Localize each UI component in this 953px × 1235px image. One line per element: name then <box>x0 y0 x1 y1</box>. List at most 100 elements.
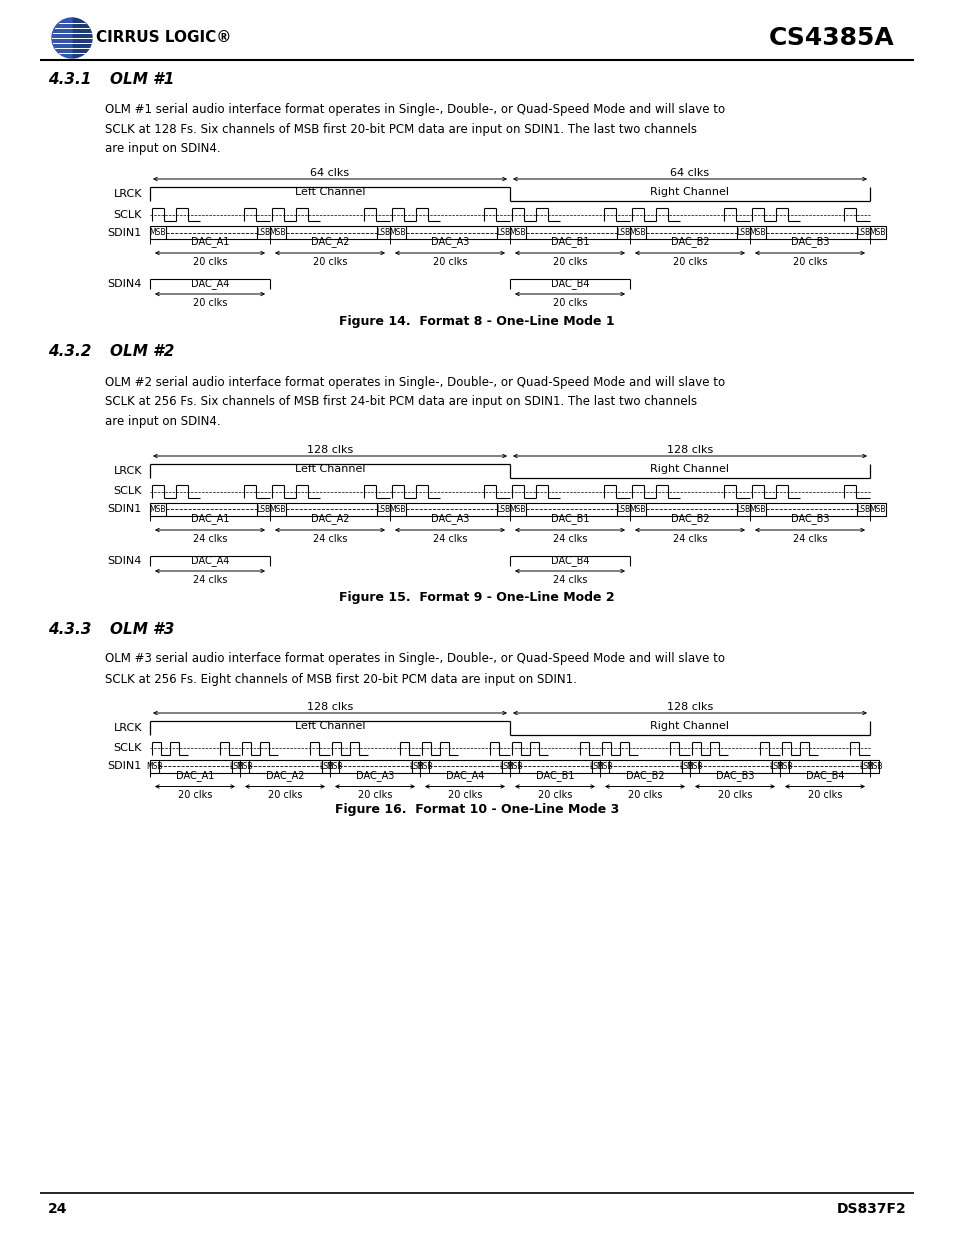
Text: DAC_A3: DAC_A3 <box>431 236 469 247</box>
Text: LSB: LSB <box>256 505 271 514</box>
Text: 24 clks: 24 clks <box>672 534 706 543</box>
Text: LRCK: LRCK <box>113 189 142 199</box>
Text: DAC_A1: DAC_A1 <box>191 513 229 524</box>
Bar <box>681 760 689 773</box>
Text: SCLK: SCLK <box>113 487 142 496</box>
Text: LSB: LSB <box>616 505 630 514</box>
Text: MSB: MSB <box>629 505 645 514</box>
Bar <box>617 503 629 516</box>
Text: 128 clks: 128 clks <box>666 445 713 454</box>
Text: 4.3.1: 4.3.1 <box>48 72 91 86</box>
Text: are input on SDIN4.: are input on SDIN4. <box>105 415 220 429</box>
Text: 20 clks: 20 clks <box>313 257 347 267</box>
Bar <box>232 760 240 773</box>
Text: Left Channel: Left Channel <box>294 186 365 196</box>
Text: 20 clks: 20 clks <box>807 790 841 800</box>
Text: LSB: LSB <box>409 762 422 771</box>
Text: 24 clks: 24 clks <box>433 534 467 543</box>
Bar <box>412 760 419 773</box>
Text: SCLK at 128 Fs. Six channels of MSB first 20-bit PCM data are input on SDIN1. Th: SCLK at 128 Fs. Six channels of MSB firs… <box>105 122 697 136</box>
Text: SDIN1: SDIN1 <box>108 505 142 515</box>
Text: MSB: MSB <box>596 762 612 771</box>
Bar <box>510 503 525 516</box>
Bar <box>270 226 285 240</box>
Text: MSB: MSB <box>749 228 765 237</box>
Text: OLM #2: OLM #2 <box>110 345 174 359</box>
Text: LSB: LSB <box>318 762 333 771</box>
Text: DAC_A2: DAC_A2 <box>311 236 349 247</box>
Text: DAC_A1: DAC_A1 <box>191 236 229 247</box>
Text: LSB: LSB <box>256 228 271 237</box>
Text: OLM #3: OLM #3 <box>110 621 174 636</box>
Text: LSB: LSB <box>496 228 510 237</box>
Bar <box>629 226 645 240</box>
Text: OLM #3 serial audio interface format operates in Single-, Double-, or Quad-Speed: OLM #3 serial audio interface format ope… <box>105 652 724 666</box>
Bar <box>617 226 629 240</box>
Text: 24 clks: 24 clks <box>552 534 587 543</box>
Text: DAC_A4: DAC_A4 <box>191 279 229 289</box>
Bar <box>376 226 390 240</box>
Text: 128 clks: 128 clks <box>307 701 353 713</box>
Text: 24 clks: 24 clks <box>552 576 587 585</box>
Text: DAC_B4: DAC_B4 <box>550 556 589 567</box>
Text: 20 clks: 20 clks <box>672 257 706 267</box>
Text: MSB: MSB <box>749 505 765 514</box>
Text: LSB: LSB <box>498 762 513 771</box>
Text: 24 clks: 24 clks <box>792 534 826 543</box>
Text: MSB: MSB <box>506 762 522 771</box>
Text: LSB: LSB <box>768 762 782 771</box>
Text: MSB: MSB <box>685 762 702 771</box>
Text: MSB: MSB <box>270 228 286 237</box>
Bar <box>861 760 869 773</box>
Text: 4.3.3: 4.3.3 <box>48 621 91 636</box>
Text: 24: 24 <box>48 1202 68 1216</box>
Bar <box>497 226 510 240</box>
Text: CIRRUS LOGIC®: CIRRUS LOGIC® <box>96 31 232 46</box>
Bar <box>330 760 338 773</box>
Text: 20 clks: 20 clks <box>792 257 826 267</box>
Text: LSB: LSB <box>375 505 390 514</box>
Bar <box>749 503 765 516</box>
Text: MSB: MSB <box>150 228 166 237</box>
Text: Left Channel: Left Channel <box>294 464 365 474</box>
Text: Figure 14.  Format 8 - One-Line Mode 1: Figure 14. Format 8 - One-Line Mode 1 <box>339 315 614 327</box>
Bar <box>150 503 166 516</box>
Text: 24 clks: 24 clks <box>313 534 347 543</box>
Text: DAC_A2: DAC_A2 <box>311 513 349 524</box>
Text: MSB: MSB <box>326 762 342 771</box>
Bar <box>869 226 884 240</box>
Bar <box>510 760 518 773</box>
Text: 20 clks: 20 clks <box>447 790 481 800</box>
Text: 20 clks: 20 clks <box>537 790 572 800</box>
Bar <box>629 503 645 516</box>
Text: MSB: MSB <box>868 505 885 514</box>
Text: CS4385A: CS4385A <box>768 26 894 49</box>
Bar <box>150 226 166 240</box>
Text: DAC_B3: DAC_B3 <box>790 513 828 524</box>
Text: 128 clks: 128 clks <box>307 445 353 454</box>
Bar <box>376 503 390 516</box>
Text: LSB: LSB <box>679 762 692 771</box>
Text: DAC_B2: DAC_B2 <box>670 236 709 247</box>
Text: MSB: MSB <box>150 505 166 514</box>
Text: LSB: LSB <box>496 505 510 514</box>
Text: DAC_B4: DAC_B4 <box>550 279 589 289</box>
Bar <box>736 226 749 240</box>
Bar <box>869 503 884 516</box>
Text: DAC_A3: DAC_A3 <box>355 769 394 781</box>
Text: are input on SDIN4.: are input on SDIN4. <box>105 142 220 156</box>
Text: DAC_A4: DAC_A4 <box>191 556 229 567</box>
Text: 20 clks: 20 clks <box>193 298 227 308</box>
Text: MSB: MSB <box>509 505 525 514</box>
Text: MSB: MSB <box>389 505 406 514</box>
Text: SDIN1: SDIN1 <box>108 227 142 237</box>
Text: MSB: MSB <box>389 228 406 237</box>
Text: MSB: MSB <box>416 762 433 771</box>
Text: MSB: MSB <box>270 505 286 514</box>
Bar <box>419 760 429 773</box>
Text: MSB: MSB <box>868 228 885 237</box>
Text: DAC_B3: DAC_B3 <box>790 236 828 247</box>
Text: DAC_A4: DAC_A4 <box>445 769 484 781</box>
Text: Right Channel: Right Channel <box>650 464 729 474</box>
Text: DAC_A2: DAC_A2 <box>266 769 304 781</box>
